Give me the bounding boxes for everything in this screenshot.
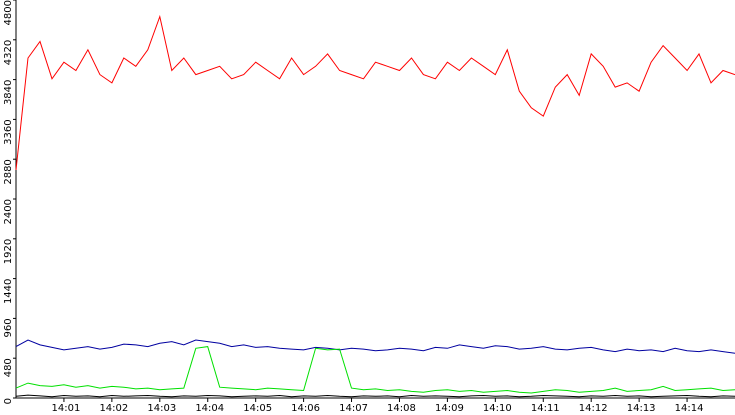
y-tick-label: 4320: [3, 40, 14, 65]
x-tick-label: 14:13: [627, 403, 656, 414]
x-tick-label: 14:11: [531, 403, 560, 414]
x-tick-label: 14:12: [579, 403, 608, 414]
series-line: [15, 394, 735, 398]
x-tick-label: 14:09: [435, 403, 464, 414]
y-tick-label: 2400: [3, 199, 14, 224]
y-tick-label: 3360: [3, 119, 14, 144]
x-tick-label: 14:06: [291, 403, 320, 414]
y-tick-label: 960: [3, 318, 14, 337]
series-line: [15, 339, 735, 354]
y-tick-label: 1440: [3, 279, 14, 304]
series-line: [15, 14, 735, 171]
x-tick-label: 14:08: [387, 403, 416, 414]
x-tick-label: 14:05: [243, 403, 272, 414]
x-tick-label: 14:07: [339, 403, 368, 414]
y-tick-label: 1920: [3, 239, 14, 264]
y-tick-label: 480: [3, 358, 14, 377]
y-tick-label: 4800: [3, 0, 14, 25]
y-tick-label: 3840: [3, 80, 14, 105]
x-tick-label: 14:10: [483, 403, 512, 414]
y-tick-label: 0: [3, 398, 14, 404]
x-tick-label: 14:02: [99, 403, 128, 414]
series-line: [15, 346, 735, 394]
x-tick-label: 14:04: [195, 403, 224, 414]
x-tick-label: 14:01: [52, 403, 81, 414]
y-tick-label: 2880: [3, 159, 14, 184]
x-tick-label: 14:14: [675, 403, 704, 414]
x-tick-label: 14:03: [147, 403, 176, 414]
